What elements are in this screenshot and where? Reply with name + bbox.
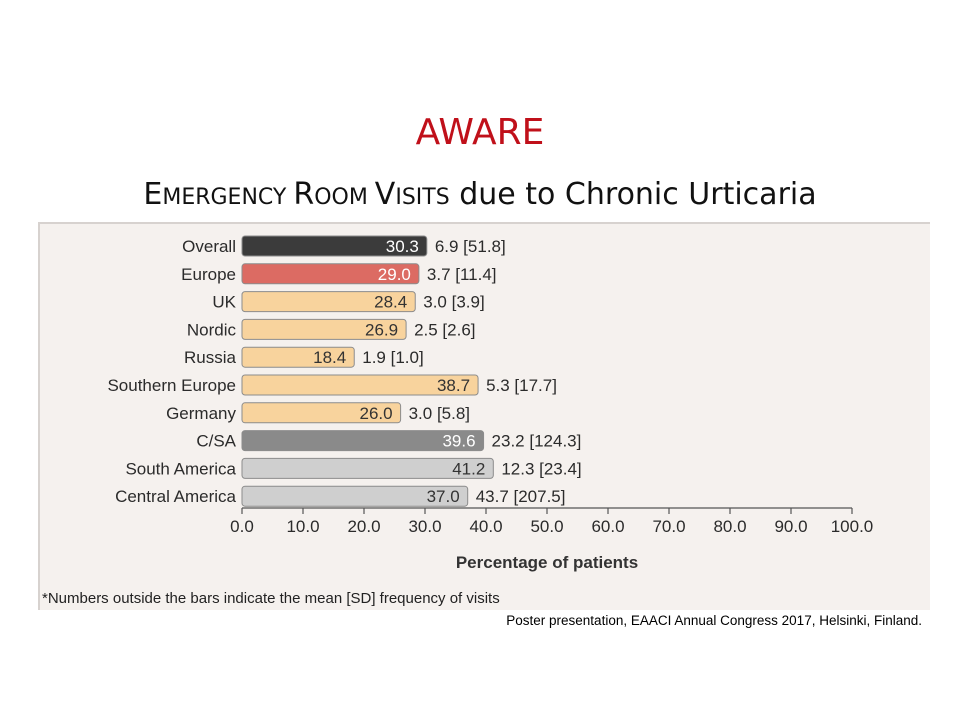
bar-annotation: 43.7 [207.5] (476, 487, 566, 506)
bar-value-label: 18.4 (313, 348, 346, 367)
bar (241, 457, 494, 479)
subtitle-part: ISITS (395, 185, 450, 210)
bar-value-label: 26.9 (365, 320, 398, 339)
subtitle-part: R (293, 177, 315, 212)
x-tick-label: 60.0 (591, 517, 624, 536)
x-axis-title: Percentage of patients (456, 553, 638, 572)
bar (241, 346, 355, 368)
category-label: UK (212, 293, 236, 312)
category-label: Overall (182, 237, 236, 256)
bar-annotation: 3.0 [5.8] (409, 404, 470, 423)
bar (241, 291, 416, 313)
bar (241, 430, 485, 452)
bar (241, 402, 402, 424)
bar-value-label: 38.7 (437, 376, 470, 395)
bar-value-label: 30.3 (386, 237, 419, 256)
subtitle-part: E (143, 177, 163, 212)
bar (241, 318, 407, 340)
bar (241, 235, 428, 257)
bar-value-label: 29.0 (378, 265, 411, 284)
bar-value-label: 37.0 (427, 487, 460, 506)
x-tick-label: 40.0 (469, 517, 502, 536)
bar-annotation: 6.9 [51.8] (435, 237, 506, 256)
x-tick-label: 70.0 (652, 517, 685, 536)
x-tick-label: 80.0 (713, 517, 746, 536)
category-label: Southern Europe (107, 376, 236, 395)
x-tick-label: 30.0 (408, 517, 441, 536)
subtitle-part: OOM (314, 185, 375, 210)
x-tick-label: 100.0 (831, 517, 874, 536)
x-tick-label: 20.0 (347, 517, 380, 536)
chart-footnote: *Numbers outside the bars indicate the m… (42, 590, 500, 607)
chart-subtitle: EMERGENCY ROOM VISITS due to Chronic Urt… (0, 177, 960, 212)
source-citation: Poster presentation, EAACI Annual Congre… (506, 613, 922, 628)
bar-annotation: 5.3 [17.7] (486, 376, 557, 395)
chart-panel: Overall 30.3 6.9 [51.8] Europe 29.0 3.7 [11.4… (38, 222, 930, 610)
category-label: South America (125, 459, 236, 478)
category-label: Central America (115, 487, 236, 506)
bar-annotation: 3.0 [3.9] (423, 293, 484, 312)
bar-annotation: 23.2 [124.3] (492, 432, 582, 451)
category-label: Europe (181, 265, 236, 284)
category-label: Russia (184, 348, 237, 367)
subtitle-part: V (374, 177, 396, 212)
bar-value-label: 26.0 (360, 404, 393, 423)
bar (241, 485, 469, 507)
bar-chart: Overall 30.3 6.9 [51.8] Europe 29.0 3.7 [11.4… (107, 235, 874, 572)
category-label: Nordic (187, 320, 237, 339)
bar-value-label: 41.2 (452, 459, 485, 478)
bar-annotation: 3.7 [11.4] (427, 265, 497, 284)
subtitle-part: due to Chronic Urticaria (449, 177, 817, 212)
bar-annotation: 12.3 [23.4] (501, 459, 581, 478)
x-tick-label: 0.0 (230, 517, 254, 536)
bar (241, 374, 479, 396)
subtitle-part: MERGENCY (162, 185, 294, 210)
bar-value-label: 39.6 (442, 432, 475, 451)
bar (241, 263, 420, 285)
bar-annotation: 1.9 [1.0] (362, 348, 423, 367)
category-label: Germany (166, 404, 236, 423)
x-tick-label: 10.0 (286, 517, 319, 536)
bar-value-label: 28.4 (374, 293, 407, 312)
category-label: C/SA (196, 432, 236, 451)
slide-title: AWARE (415, 112, 545, 153)
x-tick-label: 90.0 (774, 517, 807, 536)
bar-annotation: 2.5 [2.6] (414, 320, 475, 339)
x-tick-label: 50.0 (530, 517, 563, 536)
